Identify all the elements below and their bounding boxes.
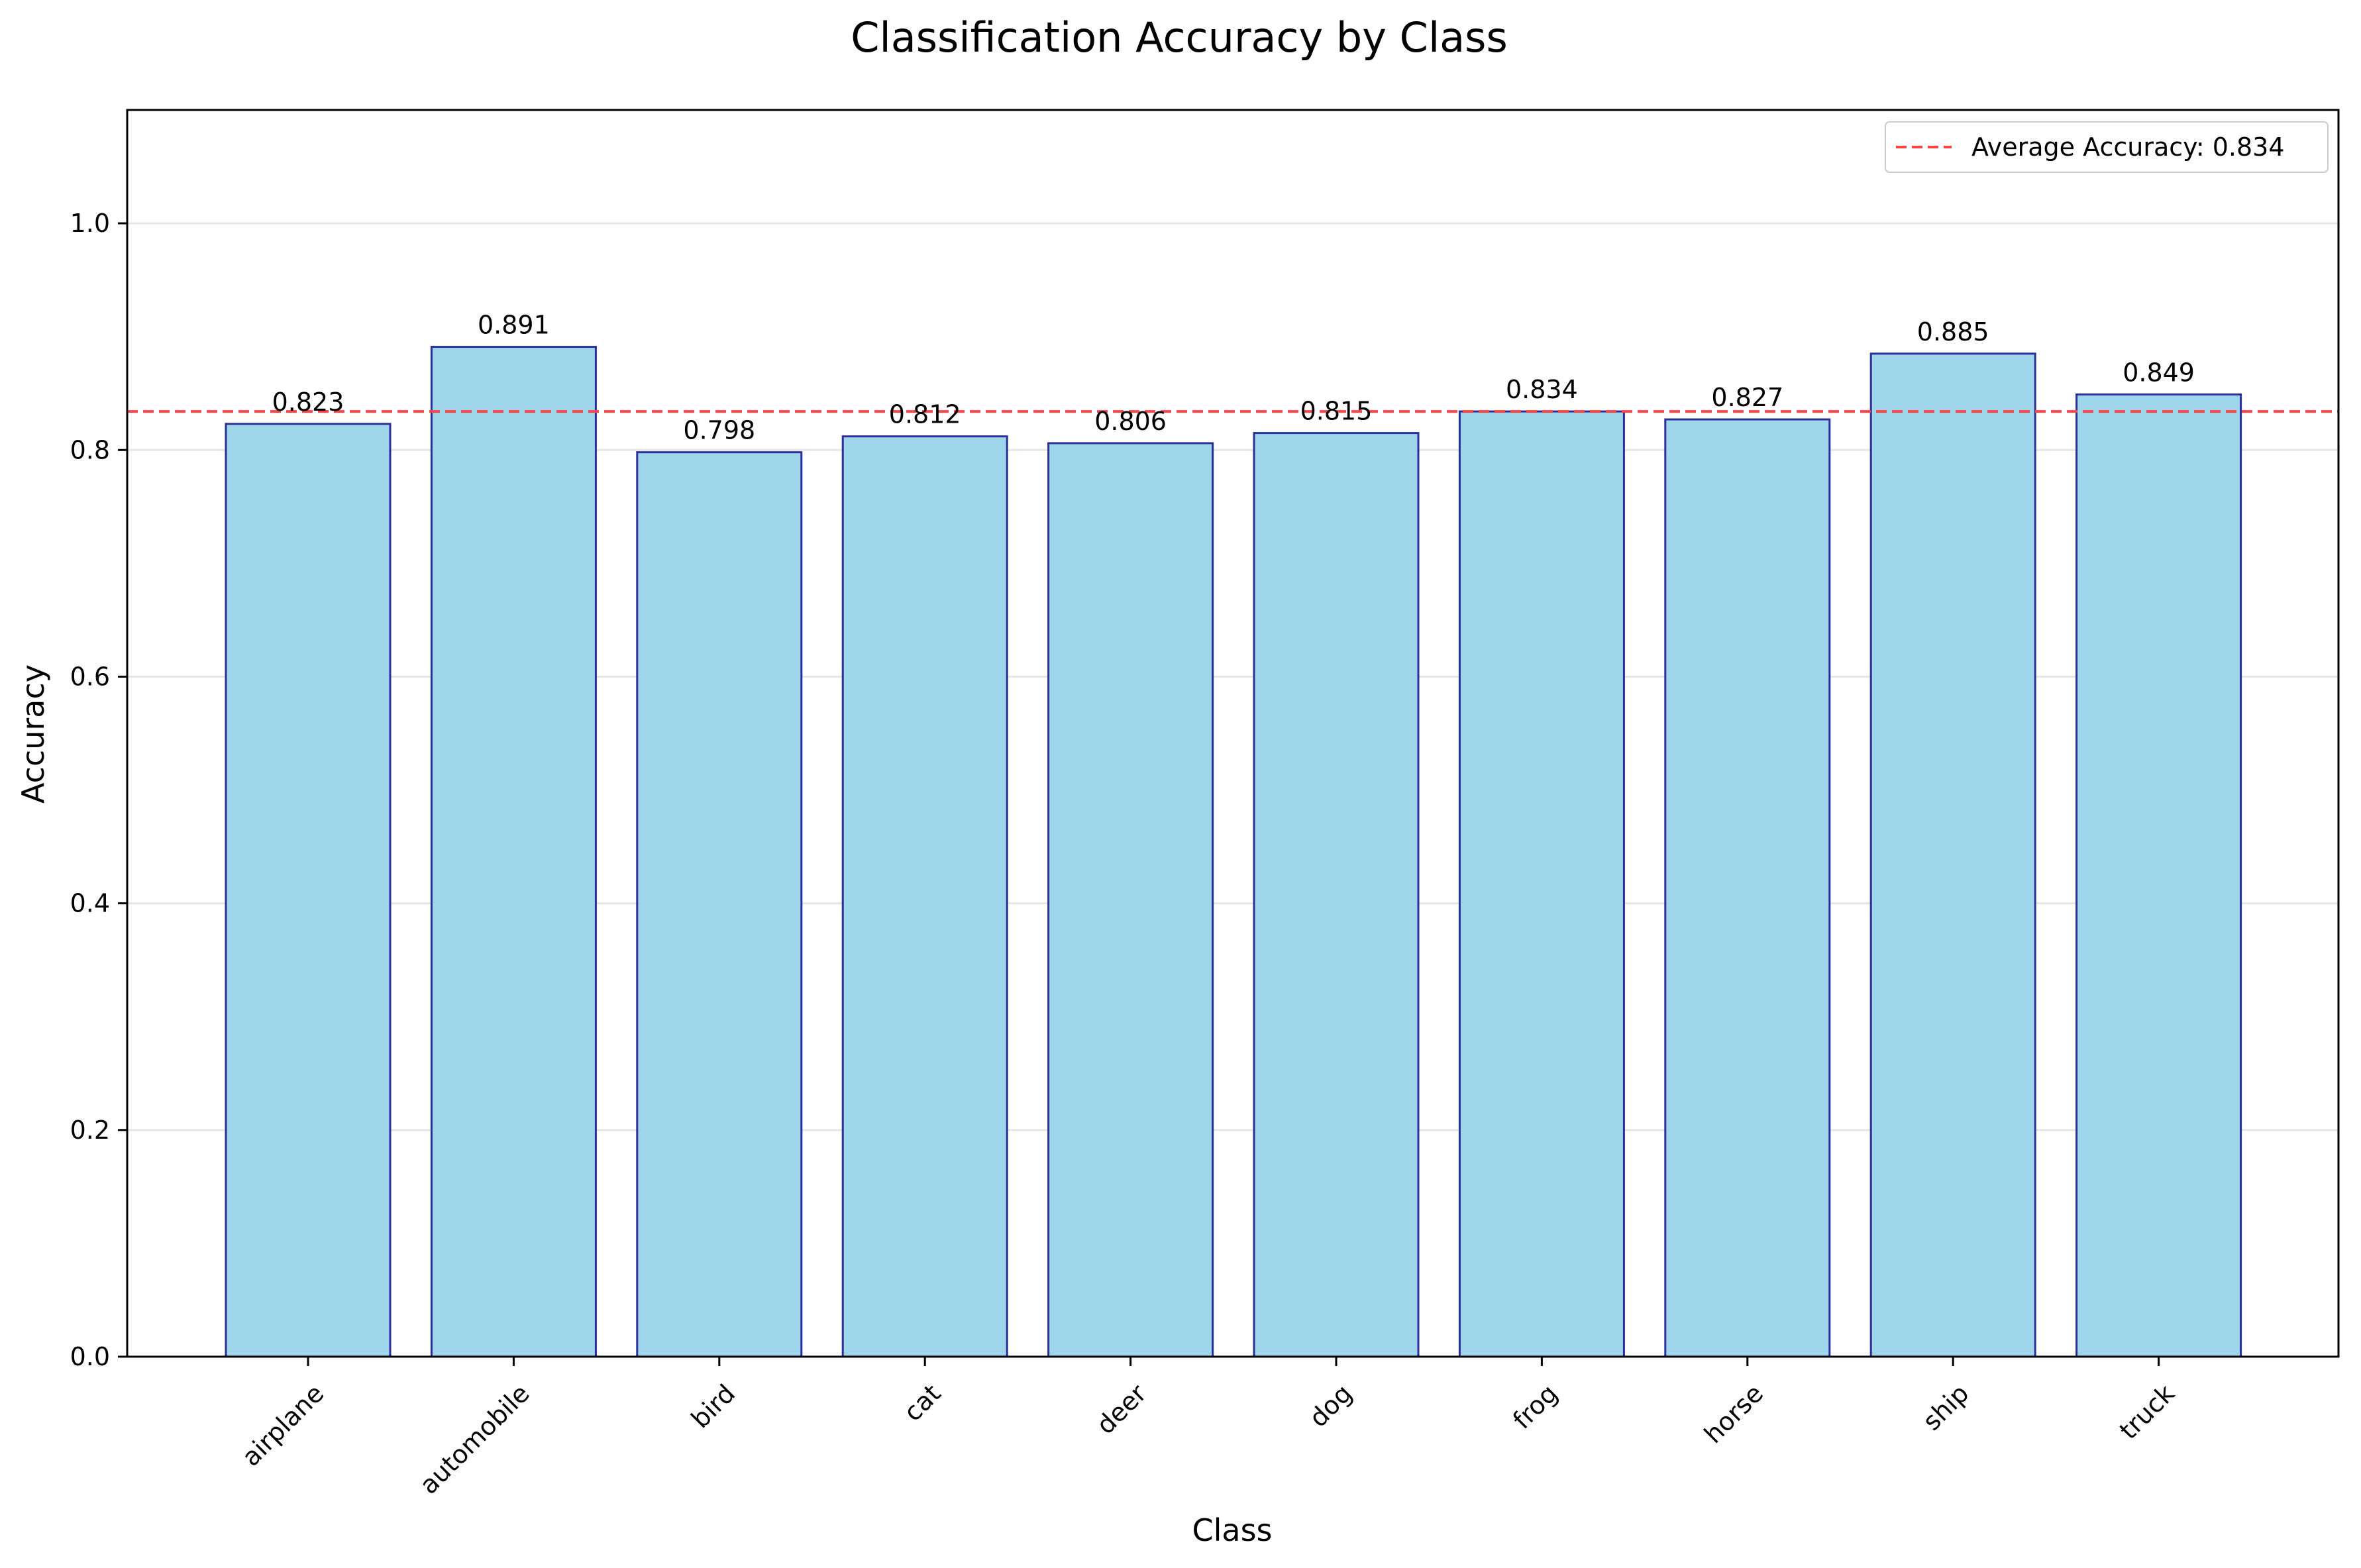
y-tick-label: 0.6 bbox=[70, 662, 110, 691]
data-label-airplane: 0.823 bbox=[272, 388, 344, 417]
data-label-automobile: 0.891 bbox=[478, 311, 550, 340]
x-tick-label-bird: bird bbox=[686, 1379, 741, 1434]
data-label-bird: 0.798 bbox=[683, 416, 755, 445]
y-tick-label: 1.0 bbox=[70, 209, 110, 238]
data-label-cat: 0.812 bbox=[889, 400, 961, 429]
legend-box bbox=[1885, 121, 2329, 173]
y-axis-label: Accuracy bbox=[15, 664, 51, 804]
y-tick-label: 0.0 bbox=[70, 1342, 110, 1371]
plot-frame bbox=[126, 109, 2340, 1358]
bar-horse bbox=[1664, 418, 1831, 1358]
bar-deer bbox=[1047, 442, 1214, 1358]
x-tick-label-automobile: automobile bbox=[414, 1379, 535, 1500]
bar-truck bbox=[2075, 393, 2242, 1358]
x-axis-ticks: airplane automobile bird cat deer dog frog hors… bbox=[236, 1357, 2180, 1500]
legend-average-label: Average Accuracy: 0.834 bbox=[1971, 132, 2285, 162]
data-label-truck: 0.849 bbox=[2123, 358, 2195, 387]
data-label-deer: 0.806 bbox=[1094, 407, 1167, 436]
y-axis-ticks: 0.0 0.2 0.4 0.6 0.8 1.0 bbox=[70, 209, 127, 1371]
bars bbox=[225, 346, 2242, 1358]
x-tick-label-cat: cat bbox=[898, 1379, 947, 1427]
y-tick-label: 0.8 bbox=[70, 435, 110, 464]
data-label-frog: 0.834 bbox=[1506, 375, 1578, 404]
chart-title: Classification Accuracy by Class bbox=[851, 13, 1508, 62]
x-tick-label-ship: ship bbox=[1917, 1379, 1975, 1436]
data-labels: 0.823 0.891 0.798 0.812 0.806 0.815 0.834 0.827… bbox=[272, 311, 2195, 445]
y-tick-label: 0.4 bbox=[70, 889, 110, 918]
y-tick-label: 0.2 bbox=[70, 1116, 110, 1145]
data-label-horse: 0.827 bbox=[1711, 383, 1783, 412]
x-axis-label: Class bbox=[1192, 1512, 1272, 1548]
bar-automobile bbox=[430, 346, 597, 1358]
bar-airplane bbox=[225, 423, 392, 1358]
bar-cat bbox=[841, 435, 1008, 1358]
bar-ship bbox=[1869, 352, 2036, 1358]
x-tick-label-airplane: airplane bbox=[236, 1379, 330, 1472]
x-tick-label-truck: truck bbox=[2114, 1379, 2180, 1445]
legend: Average Accuracy: 0.834 bbox=[1885, 121, 2329, 173]
bar-frog bbox=[1458, 410, 1625, 1358]
bar-dog bbox=[1253, 432, 1420, 1358]
data-label-dog: 0.815 bbox=[1300, 397, 1373, 426]
x-tick-label-dog: dog bbox=[1304, 1379, 1358, 1433]
data-label-ship: 0.885 bbox=[1917, 317, 1989, 346]
x-tick-label-frog: frog bbox=[1507, 1379, 1563, 1435]
x-tick-label-horse: horse bbox=[1699, 1379, 1769, 1449]
bar-bird bbox=[636, 451, 803, 1358]
x-tick-label-deer: deer bbox=[1091, 1379, 1153, 1440]
